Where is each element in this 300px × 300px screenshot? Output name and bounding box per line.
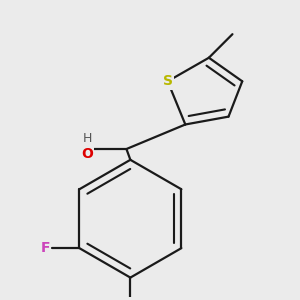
Text: H: H bbox=[82, 132, 92, 145]
Text: F: F bbox=[40, 241, 50, 255]
Text: O: O bbox=[81, 147, 93, 161]
Text: S: S bbox=[163, 74, 173, 88]
